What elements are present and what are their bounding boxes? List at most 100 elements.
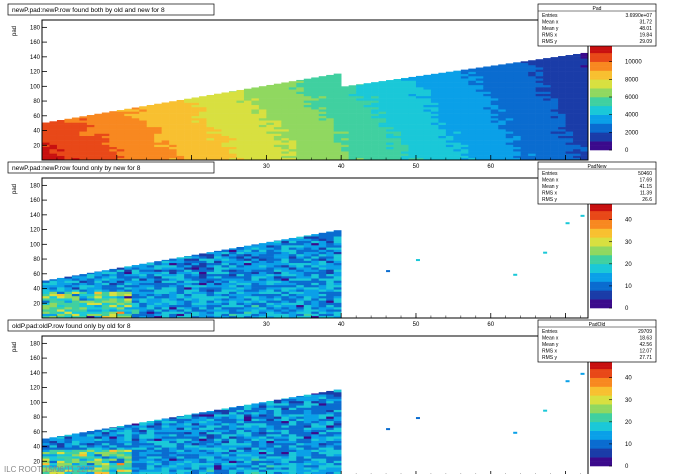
- heatmap-cell: [580, 60, 589, 64]
- heatmap-cell: [116, 126, 125, 130]
- heatmap-cell: [513, 62, 521, 64]
- heatmap-cell: [146, 306, 155, 310]
- heatmap-cell: [281, 109, 290, 112]
- heatmap-cell: [161, 129, 170, 132]
- heatmap-cell: [184, 157, 192, 161]
- heatmap-cell: [333, 89, 342, 92]
- heatmap-cell: [415, 120, 424, 123]
- heatmap-cell: [71, 284, 80, 288]
- heatmap-cell: [124, 278, 133, 281]
- heatmap-cell: [64, 471, 73, 474]
- heatmap-cell: [386, 270, 391, 273]
- heatmap-cell: [408, 95, 417, 99]
- heatmap-cell: [94, 315, 103, 319]
- heatmap-cell: [565, 80, 574, 83]
- heatmap-cell: [333, 153, 342, 156]
- stats-label: Entries: [542, 171, 558, 177]
- heatmap-cell: [460, 71, 469, 75]
- heatmap-cell: [311, 393, 320, 395]
- heatmap-cell: [228, 278, 237, 281]
- heatmap-cell: [408, 106, 417, 110]
- heatmap-cell: [266, 291, 275, 294]
- color-bar-segment: [590, 132, 612, 135]
- heatmap-cell: [184, 144, 192, 148]
- heatmap-cell: [401, 104, 409, 108]
- heatmap-cell: [311, 77, 320, 79]
- heatmap-cell: [408, 82, 417, 86]
- heatmap-cell: [543, 73, 551, 77]
- heatmap-cell: [124, 148, 133, 152]
- heatmap-cell: [393, 146, 402, 150]
- heatmap-cell: [303, 434, 312, 437]
- heatmap-cell: [131, 293, 140, 297]
- heatmap-cell: [124, 131, 133, 134]
- heatmap-cell: [169, 295, 177, 299]
- heatmap-cell: [228, 293, 237, 297]
- heatmap-cell: [154, 144, 162, 148]
- heatmap-cell: [326, 87, 334, 90]
- heatmap-cell: [109, 115, 118, 119]
- heatmap-cell: [505, 102, 514, 106]
- heatmap-cell: [430, 153, 439, 156]
- heatmap-cell: [490, 140, 499, 143]
- heatmap-cell: [101, 113, 110, 117]
- heatmap-cell: [363, 95, 372, 99]
- heatmap-cell: [184, 146, 192, 150]
- heatmap-cell: [430, 120, 439, 123]
- heatmap-cell: [326, 287, 334, 290]
- heatmap-cell: [520, 100, 529, 103]
- heatmap-cell: [56, 438, 65, 441]
- heatmap-cell: [124, 464, 133, 468]
- heatmap-cell: [281, 278, 290, 281]
- heatmap-cell: [221, 284, 230, 288]
- heatmap-cell: [146, 262, 155, 264]
- heatmap-cell: [460, 135, 469, 139]
- heatmap-cell: [139, 131, 148, 134]
- heatmap-cell: [101, 291, 110, 294]
- heatmap-cell: [318, 140, 327, 143]
- heatmap-cell: [303, 420, 312, 424]
- heatmap-cell: [318, 236, 327, 239]
- heatmap-cell: [363, 106, 372, 110]
- heatmap-cell: [288, 144, 297, 148]
- heatmap-cell: [184, 262, 192, 266]
- heatmap-cell: [558, 93, 566, 97]
- heatmap-cell: [311, 276, 320, 279]
- heatmap-cell: [453, 115, 462, 119]
- heatmap-cell: [490, 71, 499, 75]
- heatmap-cell: [326, 249, 334, 252]
- heatmap-cell: [311, 131, 320, 134]
- heatmap-cell: [468, 113, 477, 117]
- heatmap-cell: [303, 111, 312, 114]
- heatmap-cell: [558, 144, 566, 148]
- heatmap-cell: [79, 155, 88, 159]
- heatmap-cell: [146, 469, 155, 472]
- heatmap-cell: [109, 120, 118, 123]
- heatmap-cell: [453, 82, 462, 86]
- heatmap-cell: [288, 237, 297, 239]
- heatmap-cell: [513, 148, 521, 152]
- heatmap-cell: [318, 278, 327, 281]
- heatmap-cell: [520, 98, 529, 101]
- heatmap-cell: [116, 304, 125, 308]
- heatmap-cell: [333, 245, 342, 248]
- heatmap-cell: [288, 436, 297, 439]
- heatmap-cell: [550, 148, 559, 152]
- heatmap-cell: [176, 267, 185, 270]
- heatmap-cell: [124, 291, 133, 294]
- heatmap-cell: [49, 315, 58, 319]
- heatmap-cell: [236, 120, 245, 123]
- heatmap-cell: [169, 278, 177, 281]
- heatmap-cell: [535, 144, 544, 148]
- heatmap-cell: [296, 102, 305, 106]
- heatmap-cell: [281, 315, 290, 319]
- heatmap-cell: [184, 462, 192, 466]
- heatmap-cell: [184, 113, 192, 117]
- heatmap-cell: [288, 269, 297, 272]
- heatmap-cell: [86, 304, 95, 308]
- heatmap-cell: [423, 106, 432, 110]
- heatmap-cell: [124, 142, 133, 145]
- heatmap-cell: [191, 313, 200, 317]
- heatmap-cell: [191, 106, 200, 110]
- heatmap-cell: [363, 120, 372, 123]
